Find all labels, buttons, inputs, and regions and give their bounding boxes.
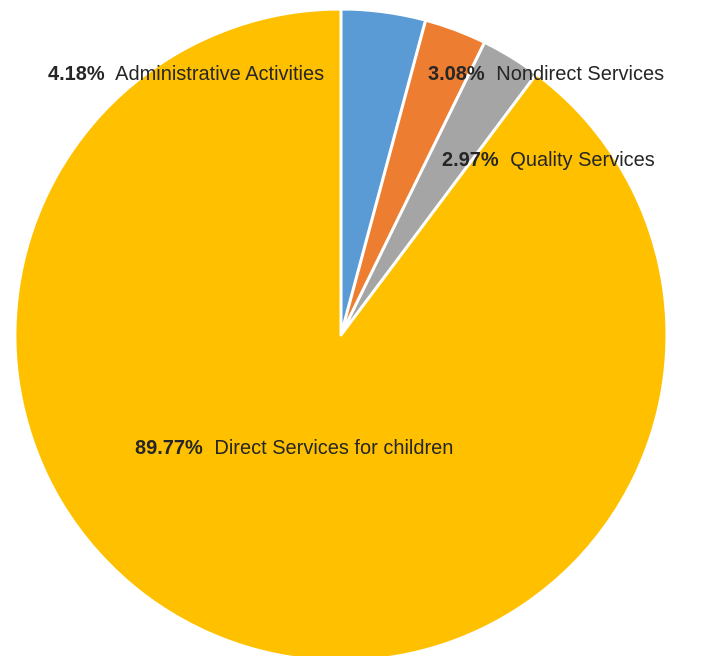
data-label-quality-services: 2.97% Quality Services (442, 149, 655, 171)
data-label-nondirect-services: 3.08% Nondirect Services (428, 63, 664, 85)
data-label-quality-services-value: 2.97% (442, 149, 499, 171)
data-label-direct-services-for-children: 89.77% Direct Services for children (135, 437, 453, 459)
pie-slice-direct-services-for-children (13, 7, 669, 656)
data-label-administrative-activities-value: 4.18% (48, 63, 105, 85)
data-label-nondirect-services-value: 3.08% (428, 63, 485, 85)
data-label-administrative-activities: 4.18% Administrative Activities (48, 63, 324, 85)
data-label-nondirect-services-name: Nondirect Services (496, 63, 664, 85)
pie-data-labels: 4.18% Administrative Activities 3.08% No… (48, 63, 664, 459)
data-label-administrative-activities-name: Administrative Activities (115, 63, 324, 85)
data-label-direct-services-for-children-value: 89.77% (135, 437, 203, 459)
pie-slices (13, 7, 669, 656)
data-label-quality-services-name: Quality Services (510, 149, 655, 171)
data-label-direct-services-for-children-name: Direct Services for children (214, 437, 453, 459)
